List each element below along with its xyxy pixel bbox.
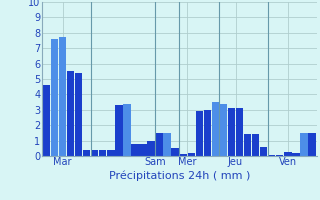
Bar bbox=[260, 147, 268, 156]
Bar bbox=[292, 153, 300, 156]
Bar bbox=[220, 104, 227, 156]
Bar bbox=[244, 134, 251, 156]
Bar bbox=[59, 37, 66, 156]
Bar bbox=[75, 73, 82, 156]
Bar bbox=[123, 104, 131, 156]
Bar bbox=[43, 85, 50, 156]
Bar bbox=[236, 108, 243, 156]
Bar bbox=[91, 150, 99, 156]
Bar bbox=[252, 134, 259, 156]
Bar bbox=[147, 141, 155, 156]
Bar bbox=[284, 152, 292, 156]
Bar bbox=[51, 39, 58, 156]
Bar bbox=[300, 133, 308, 156]
Bar bbox=[308, 133, 316, 156]
Bar bbox=[196, 111, 203, 156]
Bar bbox=[164, 133, 171, 156]
Bar bbox=[188, 153, 195, 156]
Bar bbox=[67, 71, 74, 156]
Bar bbox=[139, 144, 147, 156]
Bar bbox=[99, 150, 107, 156]
Bar bbox=[115, 105, 123, 156]
Bar bbox=[172, 148, 179, 156]
Bar bbox=[268, 155, 276, 156]
Bar bbox=[204, 110, 211, 156]
X-axis label: Précipitations 24h ( mm ): Précipitations 24h ( mm ) bbox=[108, 170, 250, 181]
Bar bbox=[107, 150, 115, 156]
Bar bbox=[276, 155, 284, 156]
Bar bbox=[156, 133, 163, 156]
Bar bbox=[180, 154, 187, 156]
Bar bbox=[212, 102, 219, 156]
Bar bbox=[83, 150, 90, 156]
Bar bbox=[131, 144, 139, 156]
Bar bbox=[228, 108, 235, 156]
